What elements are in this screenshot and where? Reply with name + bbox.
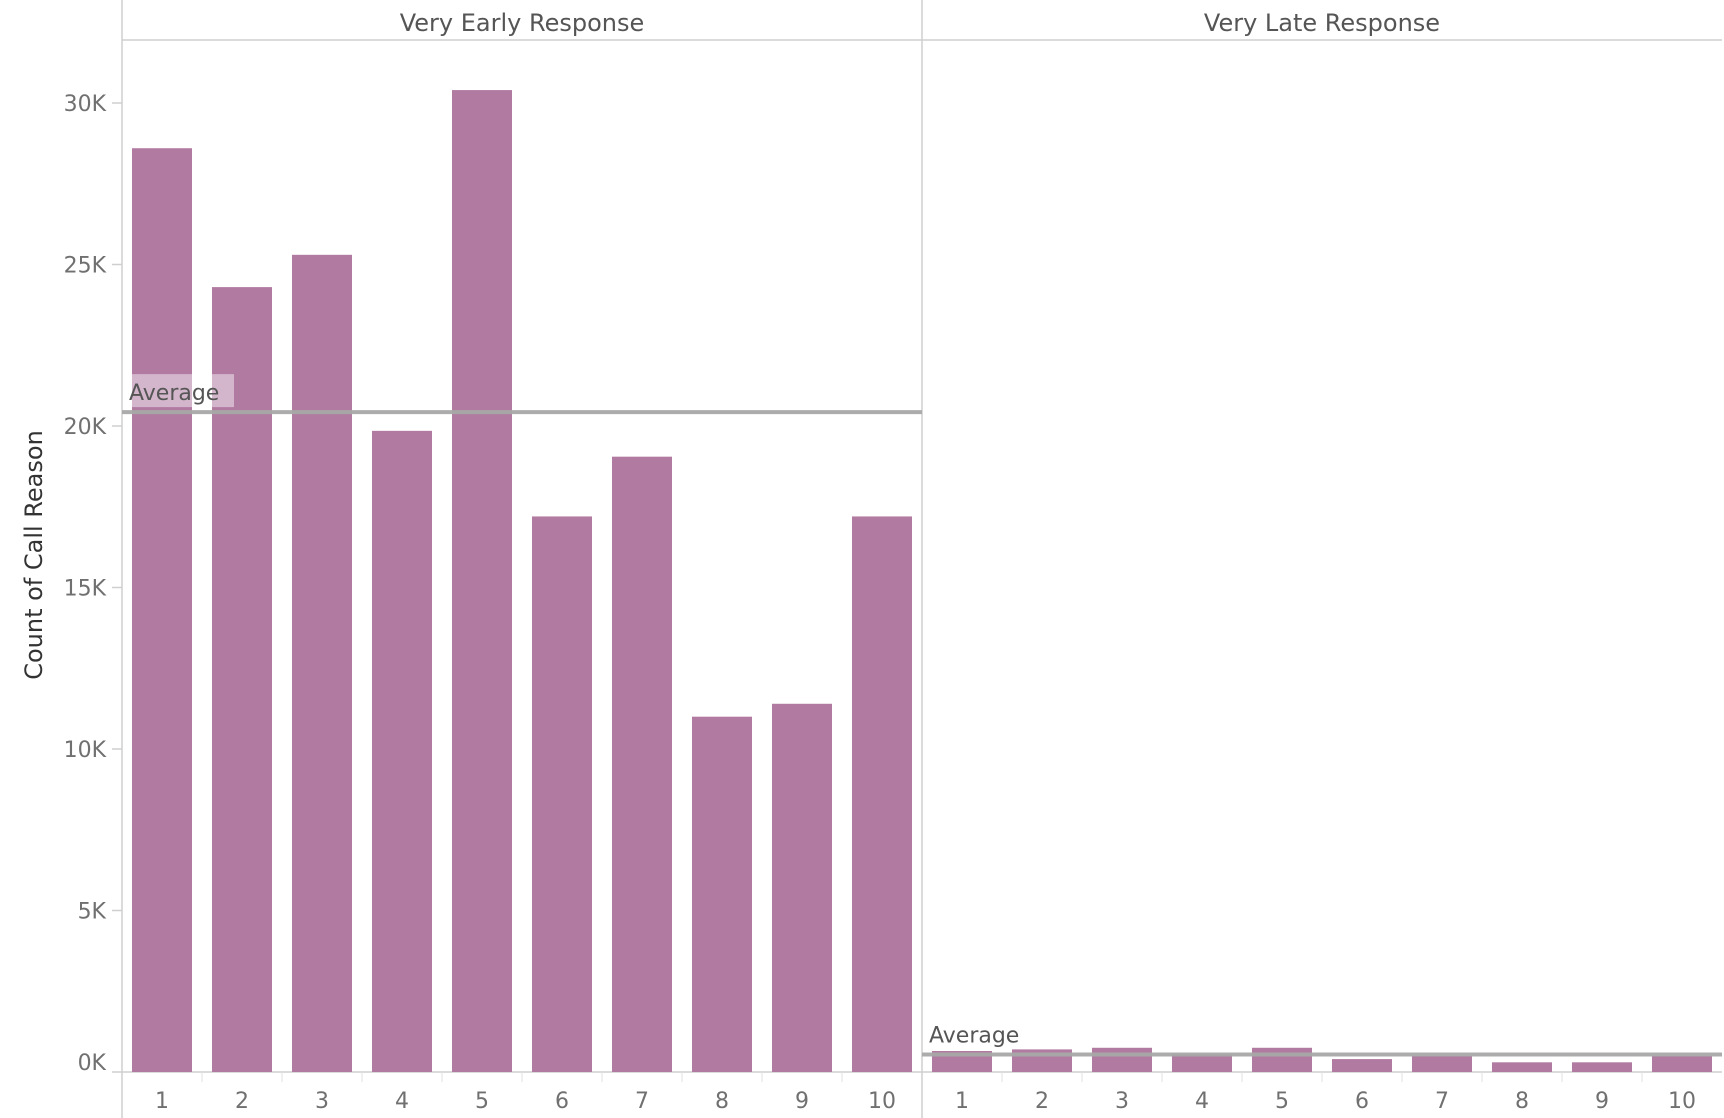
bar — [1572, 1062, 1632, 1072]
x-tick-label: 4 — [1195, 1089, 1209, 1114]
x-tick-label: 8 — [715, 1089, 729, 1114]
chart-frame — [121, 0, 1722, 1118]
bar — [1252, 1047, 1312, 1072]
bar — [772, 703, 832, 1072]
y-tick-label: 25K — [64, 254, 107, 279]
x-tick-label: 1 — [955, 1089, 969, 1114]
x-tick-label: 5 — [475, 1089, 489, 1114]
x-tick-label: 3 — [315, 1089, 329, 1114]
bar — [292, 254, 352, 1072]
bar — [372, 430, 432, 1073]
x-tick-label: 9 — [795, 1089, 809, 1114]
bars — [132, 90, 1712, 1073]
x-tick-label: 10 — [868, 1089, 896, 1114]
bar — [1652, 1055, 1712, 1072]
bar — [1172, 1054, 1232, 1072]
bar — [852, 516, 912, 1072]
reference-label-background — [128, 374, 234, 408]
bar — [692, 716, 752, 1072]
bar — [212, 287, 272, 1072]
panel-title: Very Early Response — [400, 9, 645, 37]
bar — [612, 456, 672, 1072]
average-label: Average — [129, 381, 219, 406]
x-tick-label: 2 — [1035, 1089, 1049, 1114]
x-tick-label: 4 — [395, 1089, 409, 1114]
y-tick-label: 15K — [64, 577, 107, 602]
y-tick-label: 0K — [78, 1051, 107, 1076]
y-tick-label: 30K — [64, 92, 107, 117]
x-tick-label: 9 — [1595, 1089, 1609, 1114]
y-tick-label: 20K — [64, 415, 107, 440]
x-tick-label: 6 — [1355, 1089, 1369, 1114]
x-tick-label: 2 — [235, 1089, 249, 1114]
x-tick-label: 7 — [1435, 1089, 1449, 1114]
bar — [132, 148, 192, 1073]
bar — [1412, 1055, 1472, 1072]
y-axis: 0K 5K 10K 15K 20K 25K 30K — [64, 92, 122, 1076]
reference-lines: Average Average — [122, 374, 1722, 1057]
panel-title: Very Late Response — [1204, 9, 1440, 37]
bar — [452, 90, 512, 1072]
x-tick-label: 6 — [555, 1089, 569, 1114]
x-tick-label: 1 — [155, 1089, 169, 1114]
x-tick-label: 7 — [635, 1089, 649, 1114]
bar — [1492, 1062, 1552, 1072]
bar — [1092, 1047, 1152, 1072]
x-tick-label: 8 — [1515, 1089, 1529, 1114]
x-axis: 1 2 3 4 5 6 7 8 9 10 1 2 3 4 5 6 7 8 9 10 — [155, 1072, 1696, 1114]
x-tick-label: 10 — [1668, 1089, 1696, 1114]
bar — [1332, 1059, 1392, 1072]
y-tick-label: 10K — [64, 738, 107, 763]
panel-titles: Very Early Response Very Late Response — [400, 9, 1440, 37]
bar — [532, 516, 592, 1072]
x-tick-label: 3 — [1115, 1089, 1129, 1114]
y-axis-title: Count of Call Reason — [20, 430, 48, 680]
x-tick-label: 5 — [1275, 1089, 1289, 1114]
y-tick-label: 5K — [78, 900, 107, 925]
average-label: Average — [929, 1024, 1019, 1049]
